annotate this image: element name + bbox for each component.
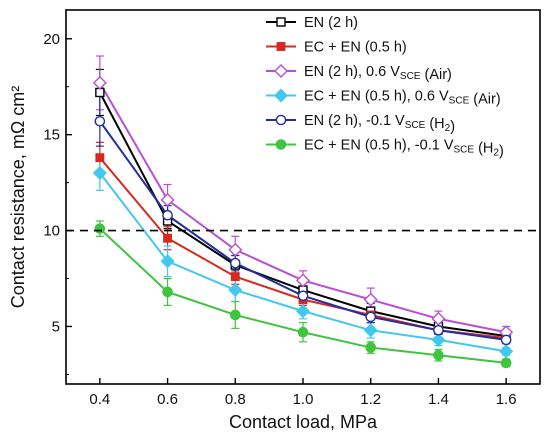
- legend-marker: [275, 114, 287, 126]
- data-point: [365, 342, 377, 353]
- data-point: [431, 311, 446, 326]
- data-point: [297, 290, 309, 302]
- x-tick-label: 1.0: [293, 391, 314, 408]
- data-point: [229, 309, 241, 321]
- legend-label: EN (2 h), -0.1 VSCE (H2): [304, 113, 455, 135]
- data-point: [94, 223, 106, 234]
- legend-label: EC + EN (0.5 h): [304, 40, 407, 56]
- data-point: [160, 192, 175, 207]
- y-tick-label: 15: [43, 127, 60, 144]
- x-axis-title: Contact load, MPa: [229, 412, 378, 432]
- data-point: [431, 332, 446, 347]
- data-points: [92, 75, 514, 369]
- x-axis-ticks: 0.4 0.6 0.8 1.0 1.2 1.4 1.6: [89, 378, 517, 408]
- y-axis-title: Contact resistance, mΩ cm²: [8, 86, 28, 309]
- legend-marker: [274, 88, 288, 103]
- data-point: [94, 115, 106, 127]
- legend: EN (2 h) EC + EN (0.5 h) EN (2 h), 0.6 VSC…: [266, 15, 504, 160]
- x-tick-label: 1.4: [428, 391, 449, 408]
- data-point: [162, 286, 173, 298]
- data-point: [363, 292, 378, 307]
- data-point: [365, 311, 377, 323]
- legend-item: EC + EN (0.5 h), -0.1 VSCE (H2): [266, 138, 504, 160]
- legend-item: EN (2 h): [266, 15, 358, 31]
- x-tick-label: 1.2: [360, 391, 381, 408]
- legend-label: EC + EN (0.5 h), 0.6 VSCE (Air): [304, 89, 501, 108]
- data-point: [500, 357, 512, 369]
- data-point: [162, 209, 173, 221]
- legend-label: EN (2 h): [304, 15, 358, 31]
- data-point: [95, 153, 105, 163]
- data-point: [160, 254, 175, 269]
- data-point: [296, 273, 310, 288]
- legend-label: EN (2 h), 0.6 VSCE (Air): [304, 64, 452, 83]
- data-point: [433, 324, 444, 336]
- data-point: [499, 344, 514, 359]
- data-point: [500, 334, 512, 346]
- data-point: [92, 75, 107, 90]
- legend-item: EN (2 h), 0.6 VSCE (Air): [266, 64, 452, 83]
- legend-marker: [276, 42, 286, 51]
- data-point: [297, 326, 309, 338]
- x-tick-label: 0.4: [89, 391, 110, 408]
- data-point: [296, 304, 310, 319]
- legend-item: EC + EN (0.5 h), 0.6 VSCE (Air): [266, 89, 501, 108]
- data-point: [92, 166, 107, 181]
- y-axis-ticks: 5 10 15 20: [43, 31, 72, 375]
- data-point: [230, 272, 240, 282]
- y-tick-label: 5: [52, 318, 60, 335]
- y-tick-label: 10: [43, 223, 60, 240]
- x-tick-label: 0.6: [157, 391, 178, 408]
- legend-marker: [274, 64, 288, 78]
- data-point: [228, 242, 243, 257]
- legend-item: EC + EN (0.5 h): [266, 40, 407, 56]
- data-point: [163, 233, 173, 243]
- y-tick-label: 20: [43, 31, 60, 48]
- legend-marker: [276, 17, 286, 27]
- data-point: [363, 323, 378, 338]
- data-point: [228, 283, 243, 298]
- data-point: [229, 257, 241, 269]
- legend-label: EC + EN (0.5 h), -0.1 VSCE (H2): [304, 138, 504, 160]
- data-point: [433, 349, 444, 361]
- legend-marker: [275, 139, 287, 150]
- x-tick-label: 0.8: [225, 391, 246, 408]
- x-tick-label: 1.6: [496, 391, 517, 408]
- legend-item: EN (2 h), -0.1 VSCE (H2): [266, 113, 455, 135]
